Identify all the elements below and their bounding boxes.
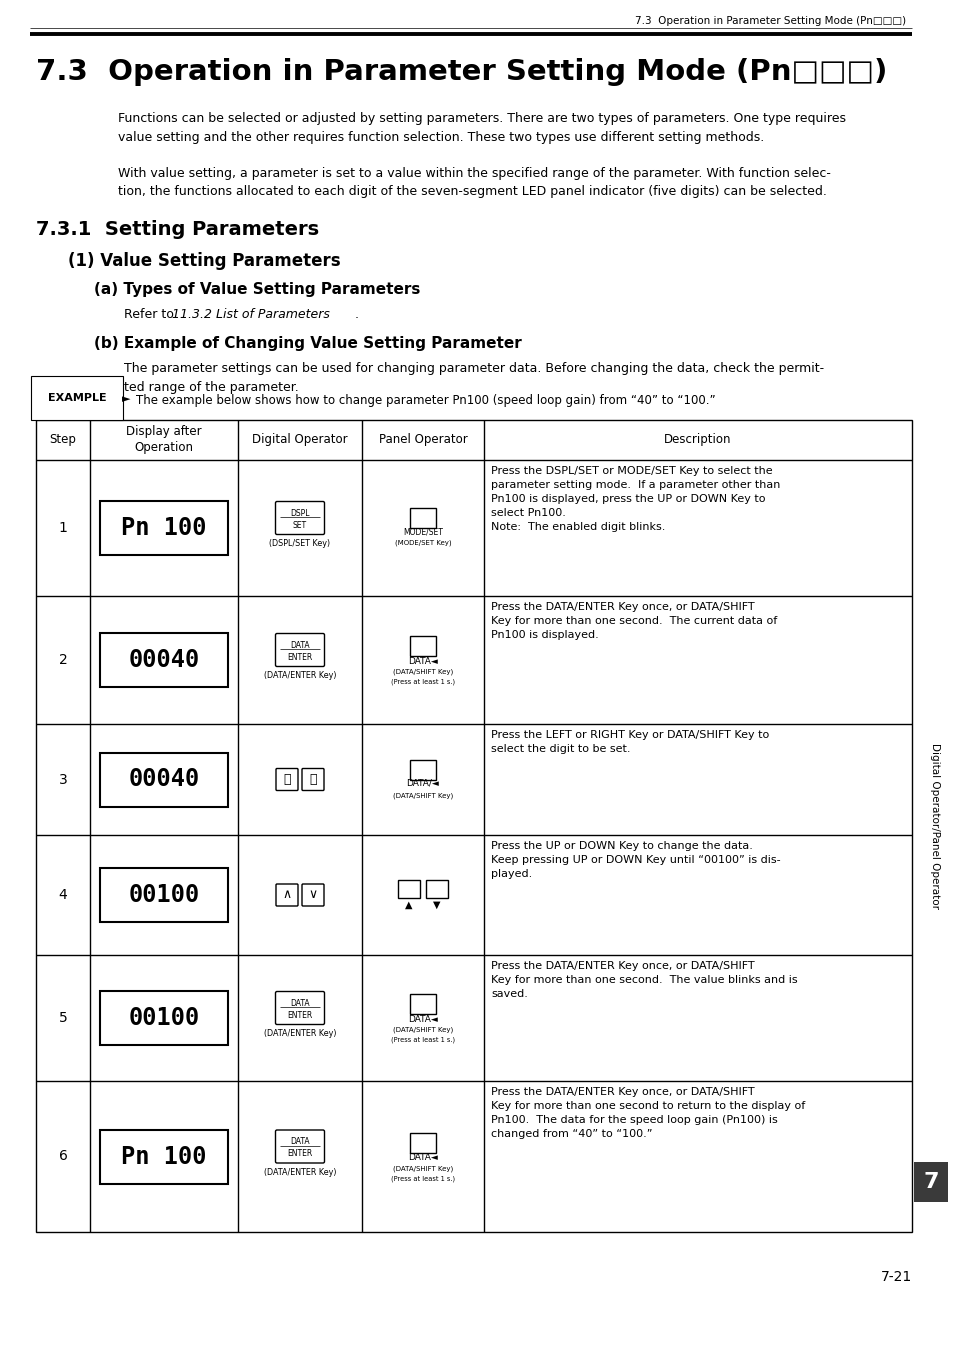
- Text: (Press at least 1 s.): (Press at least 1 s.): [391, 1037, 455, 1044]
- Text: 7.3  Operation in Parameter Setting Mode (Pn□□□): 7.3 Operation in Parameter Setting Mode …: [634, 16, 905, 26]
- Text: 11.3.2 List of Parameters: 11.3.2 List of Parameters: [172, 308, 330, 321]
- Text: Pn 100: Pn 100: [121, 516, 207, 540]
- Text: Press the DATA/ENTER Key once, or DATA/SHIFT
Key for more than one second.  The : Press the DATA/ENTER Key once, or DATA/S…: [491, 602, 777, 640]
- Text: ▼: ▼: [433, 900, 440, 910]
- FancyBboxPatch shape: [275, 633, 324, 667]
- Text: 4: 4: [58, 888, 68, 902]
- Text: ENTER: ENTER: [287, 1011, 313, 1019]
- Text: SET: SET: [293, 521, 307, 529]
- Text: 00100: 00100: [129, 1006, 199, 1030]
- Text: 5: 5: [58, 1011, 68, 1025]
- Text: (DSPL/SET Key): (DSPL/SET Key): [269, 540, 331, 548]
- Text: (b) Example of Changing Value Setting Parameter: (b) Example of Changing Value Setting Pa…: [94, 336, 521, 351]
- Text: MODE/SET: MODE/SET: [402, 528, 442, 536]
- Text: Step: Step: [50, 433, 76, 447]
- Text: 2: 2: [58, 653, 68, 667]
- Text: 7.3.1  Setting Parameters: 7.3.1 Setting Parameters: [36, 220, 319, 239]
- Text: Functions can be selected or adjusted by setting parameters. There are two types: Functions can be selected or adjusted by…: [118, 112, 845, 143]
- Text: DATA◄: DATA◄: [408, 1014, 437, 1023]
- Text: Press the DATA/ENTER Key once, or DATA/SHIFT
Key for more than one second to ret: Press the DATA/ENTER Key once, or DATA/S…: [491, 1087, 804, 1139]
- Text: ∧: ∧: [282, 888, 292, 902]
- Text: .: .: [355, 308, 358, 321]
- Text: 00040: 00040: [129, 768, 199, 791]
- Text: (Press at least 1 s.): (Press at least 1 s.): [391, 1176, 455, 1181]
- Text: 7-21: 7-21: [880, 1270, 911, 1284]
- FancyBboxPatch shape: [302, 884, 324, 906]
- Text: (1) Value Setting Parameters: (1) Value Setting Parameters: [68, 252, 340, 270]
- Text: The parameter settings can be used for changing parameter data. Before changing : The parameter settings can be used for c…: [124, 362, 823, 393]
- Text: DATA: DATA: [290, 1137, 310, 1146]
- Text: Digital Operator: Digital Operator: [252, 433, 348, 447]
- Text: DSPL: DSPL: [290, 509, 310, 517]
- Text: EXAMPLE: EXAMPLE: [48, 393, 107, 404]
- Text: DATA: DATA: [290, 640, 310, 649]
- Text: Description: Description: [663, 433, 731, 447]
- Text: Digital Operator/Panel Operator: Digital Operator/Panel Operator: [929, 743, 939, 909]
- FancyBboxPatch shape: [275, 768, 297, 791]
- Text: (DATA/ENTER Key): (DATA/ENTER Key): [263, 671, 335, 680]
- Text: ∨: ∨: [308, 888, 317, 902]
- Text: 00100: 00100: [129, 883, 199, 907]
- Text: DATA: DATA: [290, 999, 310, 1007]
- Text: (DATA/ENTER Key): (DATA/ENTER Key): [263, 1030, 335, 1038]
- Text: Press the LEFT or RIGHT Key or DATA/SHIFT Key to
select the digit to be set.: Press the LEFT or RIGHT Key or DATA/SHIF…: [491, 730, 768, 755]
- FancyBboxPatch shape: [275, 884, 297, 906]
- Text: (DATA/SHIFT Key): (DATA/SHIFT Key): [393, 792, 453, 799]
- Text: 〉: 〉: [309, 774, 316, 786]
- Text: ENTER: ENTER: [287, 652, 313, 662]
- Text: ▲: ▲: [405, 900, 413, 910]
- Text: 3: 3: [58, 772, 68, 787]
- Text: 1: 1: [58, 521, 68, 535]
- Text: (MODE/SET Key): (MODE/SET Key): [395, 540, 451, 547]
- Text: Press the UP or DOWN Key to change the data.
Keep pressing UP or DOWN Key until : Press the UP or DOWN Key to change the d…: [491, 841, 780, 879]
- Text: (DATA/ENTER Key): (DATA/ENTER Key): [263, 1168, 335, 1177]
- Text: ◄: ◄: [36, 394, 45, 404]
- Text: The example below shows how to change parameter Pn100 (speed loop gain) from “40: The example below shows how to change pa…: [136, 394, 715, 406]
- Text: (Press at least 1 s.): (Press at least 1 s.): [391, 679, 455, 686]
- Bar: [410, 760, 436, 779]
- Text: DATA◄: DATA◄: [408, 1153, 437, 1162]
- Bar: [100, 501, 228, 555]
- Bar: [397, 880, 419, 898]
- Bar: [100, 1130, 228, 1184]
- Bar: [100, 991, 228, 1045]
- Bar: [410, 1133, 436, 1153]
- Text: DATA◄: DATA◄: [408, 656, 437, 666]
- Bar: [426, 880, 448, 898]
- Bar: [410, 508, 436, 528]
- Text: DATA/◄: DATA/◄: [406, 779, 439, 788]
- Text: Press the DSPL/SET or MODE/SET Key to select the
parameter setting mode.  If a p: Press the DSPL/SET or MODE/SET Key to se…: [491, 466, 780, 532]
- Text: 〈: 〈: [283, 774, 291, 786]
- FancyBboxPatch shape: [275, 501, 324, 535]
- Bar: [100, 752, 228, 806]
- Text: Press the DATA/ENTER Key once, or DATA/SHIFT
Key for more than one second.  The : Press the DATA/ENTER Key once, or DATA/S…: [491, 961, 797, 999]
- Text: Panel Operator: Panel Operator: [378, 433, 467, 447]
- FancyBboxPatch shape: [275, 1130, 324, 1162]
- Bar: [410, 994, 436, 1014]
- Text: ENTER: ENTER: [287, 1149, 313, 1158]
- Text: (a) Types of Value Setting Parameters: (a) Types of Value Setting Parameters: [94, 282, 420, 297]
- Text: (DATA/SHIFT Key): (DATA/SHIFT Key): [393, 668, 453, 675]
- Bar: [36, 420, 911, 1233]
- Text: (DATA/SHIFT Key): (DATA/SHIFT Key): [393, 1165, 453, 1172]
- Bar: [913, 1162, 947, 1202]
- Text: ►: ►: [122, 394, 131, 404]
- FancyBboxPatch shape: [275, 991, 324, 1025]
- Text: 7: 7: [923, 1172, 938, 1192]
- Text: Display after
Operation: Display after Operation: [126, 425, 202, 455]
- Bar: [410, 636, 436, 656]
- Text: 00040: 00040: [129, 648, 199, 672]
- Text: (DATA/SHIFT Key): (DATA/SHIFT Key): [393, 1027, 453, 1033]
- FancyBboxPatch shape: [302, 768, 324, 791]
- Text: With value setting, a parameter is set to a value within the specified range of : With value setting, a parameter is set t…: [118, 167, 830, 198]
- Text: 6: 6: [58, 1149, 68, 1164]
- Text: Refer to: Refer to: [124, 308, 177, 321]
- Text: Pn 100: Pn 100: [121, 1145, 207, 1169]
- Text: 7.3  Operation in Parameter Setting Mode (Pn□□□): 7.3 Operation in Parameter Setting Mode …: [36, 58, 886, 86]
- Bar: [100, 868, 228, 922]
- Bar: [100, 633, 228, 687]
